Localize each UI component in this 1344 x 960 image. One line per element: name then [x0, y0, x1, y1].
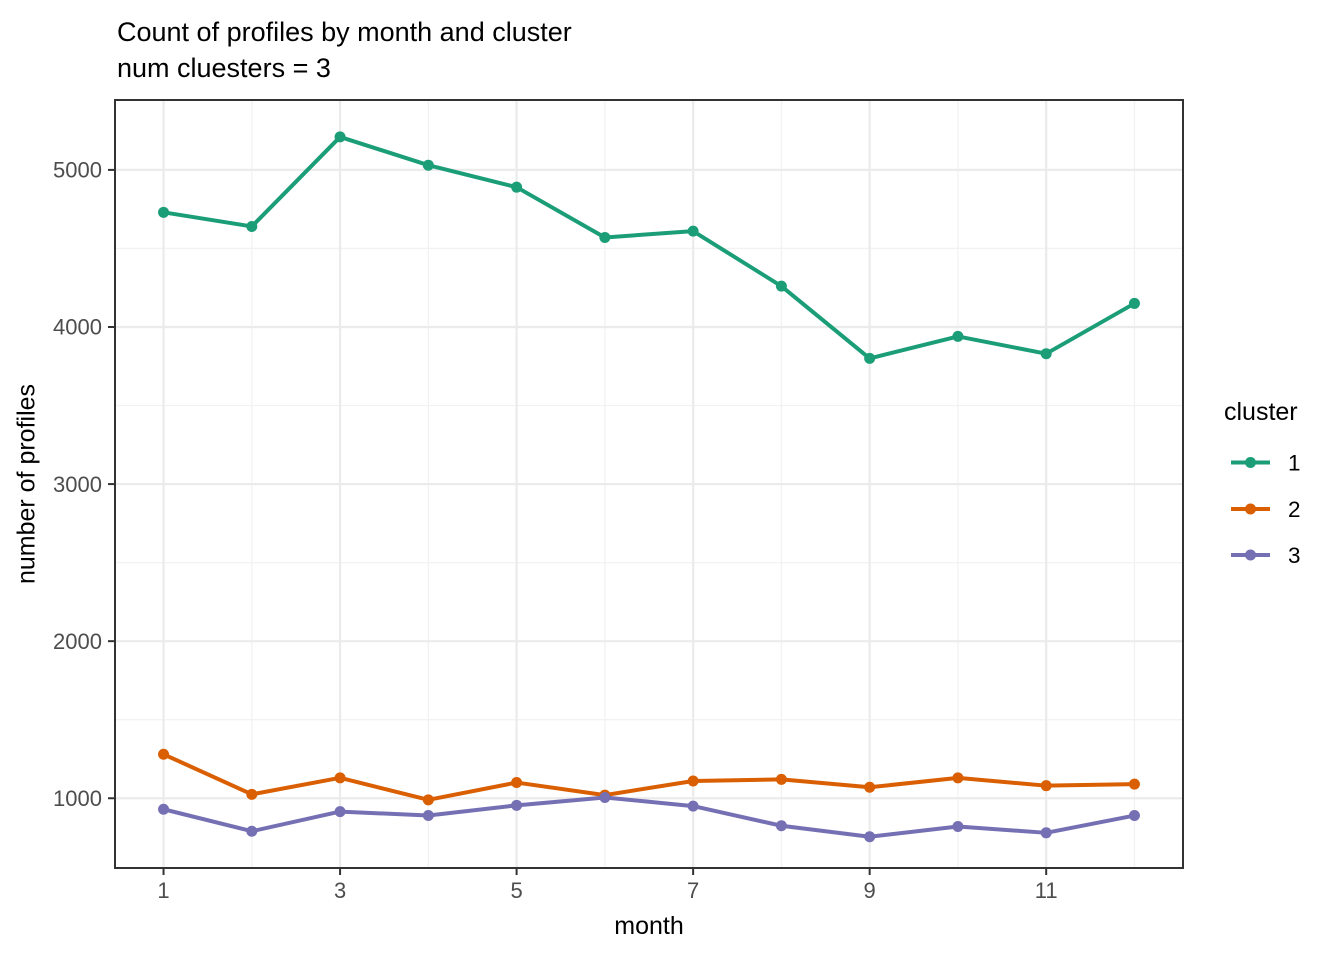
legend-item-label: 1	[1288, 450, 1301, 475]
x-axis-title: month	[614, 912, 684, 940]
data-point-cluster-2	[687, 775, 699, 787]
chart-subtitle: num cluesters = 3	[117, 53, 331, 83]
y-axis-title: number of profiles	[12, 383, 41, 585]
data-point-cluster-1	[511, 181, 523, 193]
y-tick-label: 2000	[53, 629, 102, 654]
panel-border	[114, 99, 1184, 869]
legend-item-label: 2	[1288, 497, 1301, 522]
data-point-cluster-3	[511, 799, 523, 811]
data-point-cluster-3	[1128, 810, 1140, 822]
data-point-cluster-2	[422, 794, 434, 806]
x-tick-label: 5	[510, 878, 522, 903]
data-point-cluster-1	[422, 159, 434, 171]
series-line-cluster-2	[162, 752, 1135, 802]
data-point-cluster-3	[246, 825, 258, 837]
data-point-cluster-1	[952, 330, 964, 342]
legend-key-dot	[1245, 503, 1256, 515]
data-point-cluster-2	[334, 772, 346, 784]
data-point-cluster-3	[158, 803, 170, 815]
data-point-cluster-1	[246, 220, 258, 232]
data-point-cluster-3	[334, 806, 346, 818]
data-point-cluster-1	[864, 352, 876, 364]
legend-title: cluster	[1224, 398, 1298, 426]
data-point-cluster-2	[246, 788, 258, 800]
data-point-cluster-2	[952, 772, 964, 784]
data-point-cluster-3	[952, 821, 964, 833]
data-point-cluster-2	[775, 773, 787, 785]
y-tick-label: 1000	[53, 786, 102, 811]
data-point-cluster-2	[511, 777, 523, 789]
data-point-cluster-1	[1128, 297, 1140, 309]
x-tick-label: 1	[157, 878, 169, 903]
data-point-cluster-3	[775, 820, 787, 832]
data-point-cluster-3	[687, 800, 699, 812]
y-tick-label: 3000	[53, 472, 102, 497]
legend-key-dot	[1245, 457, 1256, 468]
data-point-cluster-1	[1040, 348, 1052, 360]
data-point-cluster-1	[599, 231, 611, 243]
data-point-cluster-1	[775, 280, 787, 292]
series-line-cluster-3	[163, 795, 1135, 839]
legend-item-label: 3	[1288, 543, 1301, 568]
data-point-cluster-2	[864, 781, 876, 793]
data-point-cluster-1	[158, 206, 170, 218]
x-tick-label: 9	[864, 878, 876, 903]
x-tick-label: 7	[687, 878, 699, 903]
data-point-cluster-2	[1128, 778, 1140, 790]
legend-key-dot	[1245, 549, 1256, 561]
data-point-cluster-3	[1040, 827, 1052, 839]
data-point-cluster-3	[599, 791, 611, 803]
x-tick-label: 11	[1035, 878, 1058, 903]
chart-title: Count of profiles by month and cluster	[117, 17, 572, 47]
series-line-cluster-1	[163, 134, 1136, 361]
data-point-cluster-2	[158, 748, 170, 760]
data-point-cluster-3	[864, 831, 876, 843]
y-tick-label: 4000	[53, 315, 102, 340]
y-tick-label: 5000	[53, 158, 102, 183]
data-point-cluster-2	[1040, 780, 1052, 792]
data-point-cluster-1	[687, 225, 699, 237]
data-point-cluster-1	[334, 131, 346, 143]
data-point-cluster-3	[422, 810, 434, 822]
x-tick-label: 3	[334, 878, 346, 903]
